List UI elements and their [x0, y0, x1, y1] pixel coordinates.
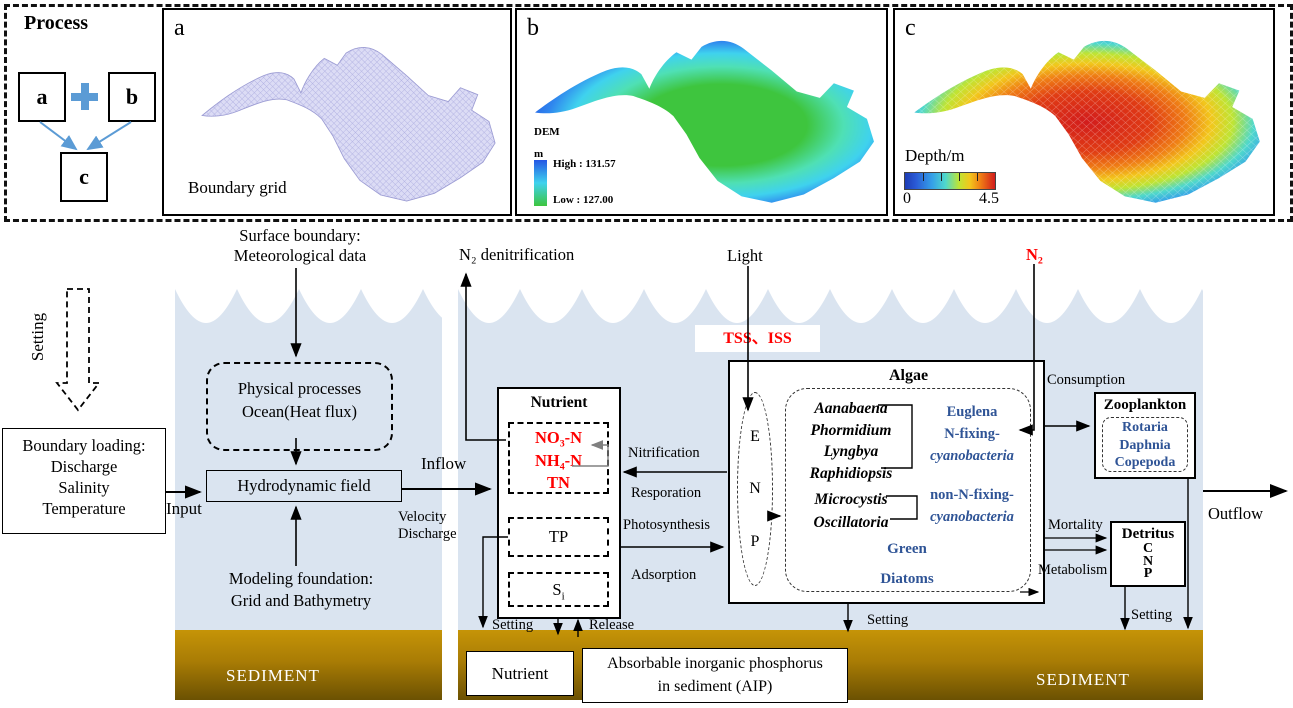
setting-nutrient-label: Setting — [492, 617, 534, 633]
detritus-box: Detritus C N P — [1110, 521, 1186, 587]
process-title: Process — [24, 12, 89, 34]
zooplankton-box: Zooplankton Rotaria Daphnia Copepoda — [1094, 392, 1196, 479]
consumption-label: Consumption — [1047, 372, 1126, 388]
algae-title: Algae — [888, 367, 929, 384]
n2-denitrification-label: N₂ denitrification — [459, 245, 575, 264]
depth-legend-max: 4.5 — [979, 190, 999, 207]
metabolism-label: Metabolism — [1038, 562, 1108, 578]
input-label: Input — [166, 499, 202, 518]
panel-b-label: b — [527, 15, 539, 41]
setting-detritus-label: Setting — [1131, 607, 1173, 623]
dem-legend-low: Low : 127.00 — [553, 194, 614, 206]
zooplankton-species-box: Rotaria Daphnia Copepoda — [1102, 417, 1188, 472]
nonfixing-group-label: non-N-fixing- cyanobacteria — [930, 487, 1014, 525]
algae-box: Algae E N P Aanabaena Phormidium Lyngbya… — [728, 360, 1045, 604]
process-node-c: c — [60, 152, 108, 202]
panel-a-caption: Boundary grid — [188, 178, 287, 197]
dem-map — [535, 40, 874, 203]
physical-processes-box: Physical processes Ocean(Heat flux) — [206, 362, 393, 451]
boundary-loading-box: Boundary loading: Discharge Salinity Tem… — [2, 428, 166, 534]
panel-c: c Depth/m 0 4.5 — [893, 8, 1275, 216]
species-group-box — [785, 388, 1031, 592]
dem-legend-unit: m — [534, 148, 544, 160]
depth-colorbar — [904, 172, 996, 190]
tp-box: TP — [508, 517, 609, 557]
nutrient-title: Nutrient — [530, 394, 588, 411]
dem-legend-title: DEM — [534, 126, 560, 138]
nitrogen-group-box: NO₃-N NH₄-N TN — [508, 422, 609, 494]
sediment-label-right: SEDIMENT — [1036, 670, 1130, 689]
mortality-label: Mortality — [1048, 517, 1103, 533]
panel-a: a Boundary grid — [162, 8, 512, 216]
nonfixing-species-list: Microcystis Oscillatoria — [813, 491, 889, 531]
zooplankton-title: Zooplankton — [1103, 397, 1187, 413]
depth-legend-min: 0 — [903, 190, 911, 207]
inflow-label: Inflow — [421, 454, 467, 473]
water-surface-waves — [458, 285, 1203, 333]
velocity-discharge-label: Velocity Discharge — [398, 509, 457, 542]
outflow-label: Outflow — [1208, 504, 1263, 523]
sediment-left — [175, 630, 442, 700]
nfixing-group-label: Euglena N-fixing- cyanobacteria — [930, 404, 1014, 464]
hydro-water-panel — [175, 285, 442, 630]
nfixing-species-list: Aanabaena Phormidium Lyngbya Raphidiopsi… — [809, 400, 893, 482]
other-algae-label: Green Diatoms — [880, 541, 934, 587]
n2-label: N₂ — [1026, 245, 1043, 264]
surface-boundary-label: Surface boundary: Meteorological data — [233, 226, 367, 265]
hydrodynamic-field-box: Hydrodynamic field — [206, 470, 402, 502]
detritus-title: Detritus — [1121, 526, 1175, 542]
panel-b: b DEM m High : 131.57 Low : 127.00 — [515, 8, 888, 216]
dem-legend-high: High : 131.57 — [553, 158, 616, 170]
adsorption-label: Adsorption — [631, 567, 697, 583]
plus-icon — [71, 83, 98, 110]
setting-rotated-label: Setting — [28, 312, 47, 362]
release-label: Release — [589, 617, 635, 633]
panel-a-label: a — [174, 15, 185, 41]
light-label: Light — [727, 246, 763, 265]
setting-algae-label: Setting — [867, 612, 909, 628]
resporation-label: Resporation — [631, 485, 702, 501]
nitrification-label: Nitrification — [628, 445, 700, 461]
aip-box: Absorbable inorganic phosphorus in sedim… — [582, 648, 848, 703]
nutrient-box: Nutrient NO₃-N NH₄-N TN TP Si — [497, 387, 621, 619]
tss-iss-label: TSS、ISS — [695, 325, 820, 352]
dem-colorbar — [534, 160, 547, 206]
modeling-foundation-label: Modeling foundation: Grid and Bathymetry — [228, 569, 374, 610]
sediment-nutrient-box: Nutrient — [466, 651, 574, 696]
panel-c-label: c — [905, 15, 916, 41]
si-box: Si — [508, 572, 609, 607]
photosynthesis-label: Photosynthesis — [623, 517, 711, 533]
depth-legend-title: Depth/m — [903, 146, 967, 166]
process-node-a: a — [18, 72, 66, 122]
process-strip-border — [4, 4, 1293, 222]
process-node-b: b — [108, 72, 156, 122]
enp-ellipse: E N P — [737, 392, 773, 586]
sediment-label-left: SEDIMENT — [226, 666, 320, 685]
water-surface-waves — [175, 285, 442, 333]
